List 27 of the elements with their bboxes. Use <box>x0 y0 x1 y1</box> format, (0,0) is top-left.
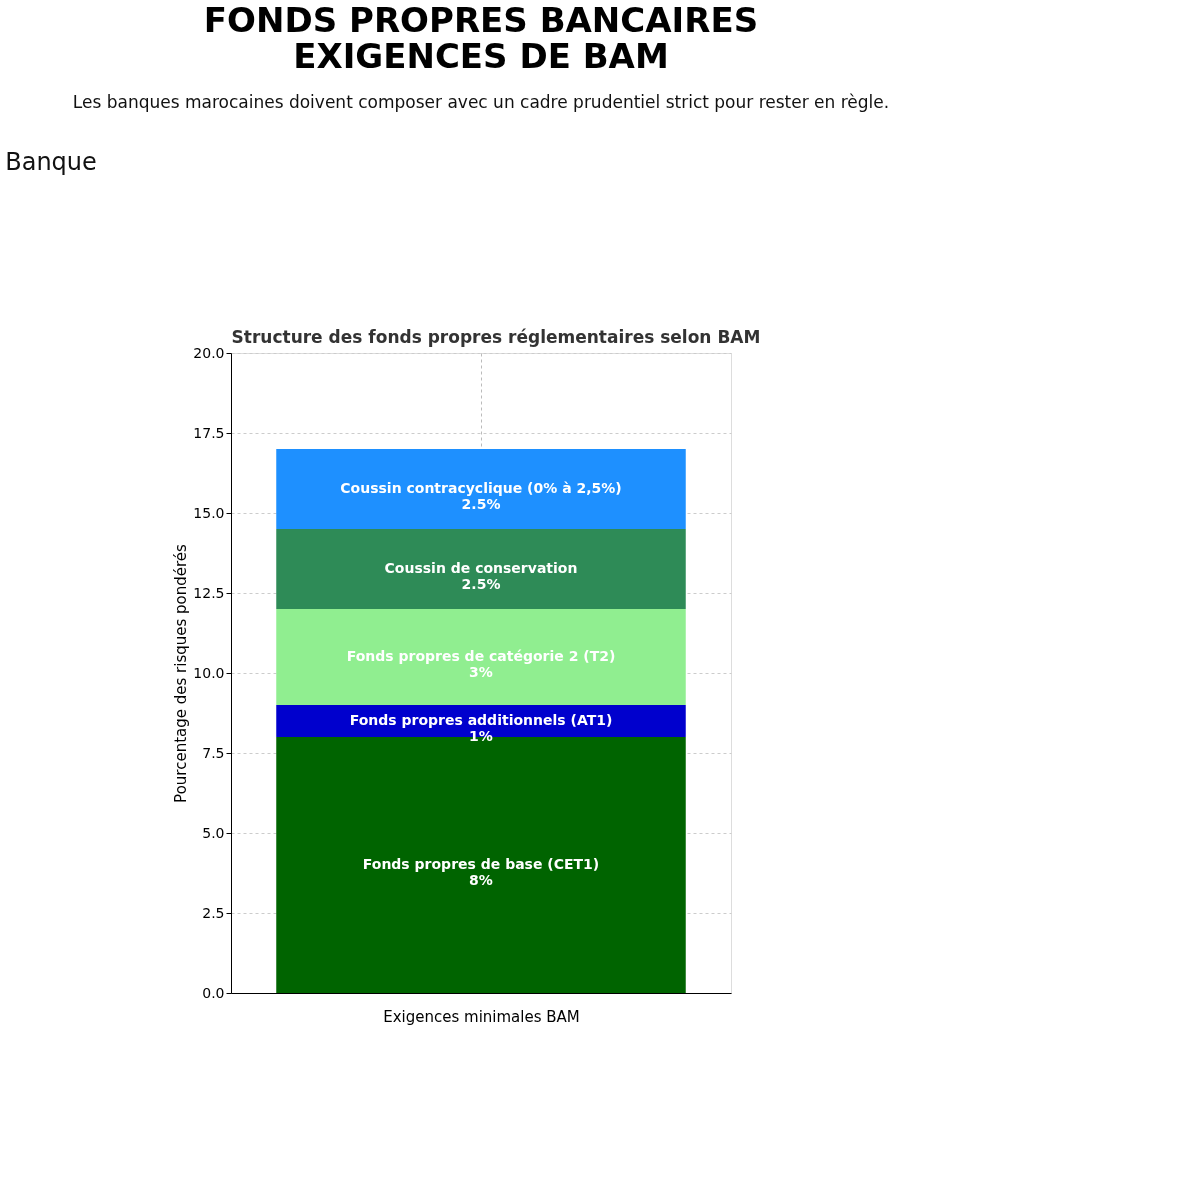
series-label: Fonds propres de base (CET1) <box>362 856 600 872</box>
y-tick-label: 7.5 <box>202 744 225 761</box>
chart-title: FONDS PROPRES BANCAIRES EXIGENCES DE BAM <box>203 0 759 76</box>
y-tick-label: 0.0 <box>202 984 225 1001</box>
y-axis-title: Pourcentage des risques pondérés <box>172 543 191 803</box>
data-label: 2.5% <box>461 496 501 512</box>
bar <box>276 609 686 705</box>
y-tick-label: 10.0 <box>193 664 225 681</box>
data-label: 2.5% <box>461 576 501 592</box>
data-label: 3% <box>469 664 493 680</box>
text: Structure des fonds propres réglementaires selon BAM <box>231 327 761 347</box>
x-axis-title: Exigences minimales BAM <box>383 1007 580 1026</box>
y-tick-label: 12.5 <box>193 584 225 601</box>
series-label: Coussin de conservation <box>384 560 578 576</box>
series-label: Fonds propres additionnels (AT1) <box>349 712 613 728</box>
series-label: Fonds propres de catégorie 2 (T2) <box>346 648 616 664</box>
y-tick-label: 5.0 <box>202 824 225 841</box>
y-tick-label: 17.5 <box>193 424 225 441</box>
data-label: 8% <box>469 872 493 888</box>
text: Banque <box>5 148 97 176</box>
bar <box>276 529 686 609</box>
y-tick-label: 15.0 <box>193 504 225 521</box>
y-tick-label: 20.0 <box>193 344 225 361</box>
y-tick-label: 2.5 <box>202 904 225 921</box>
series-label: Coussin contracyclique (0% à 2,5%) <box>340 480 622 496</box>
chart-subtitle: Les banques marocaines doivent composer avec un cadre prudentiel strict pour rester en règle. <box>72 92 890 112</box>
bar <box>276 449 686 529</box>
